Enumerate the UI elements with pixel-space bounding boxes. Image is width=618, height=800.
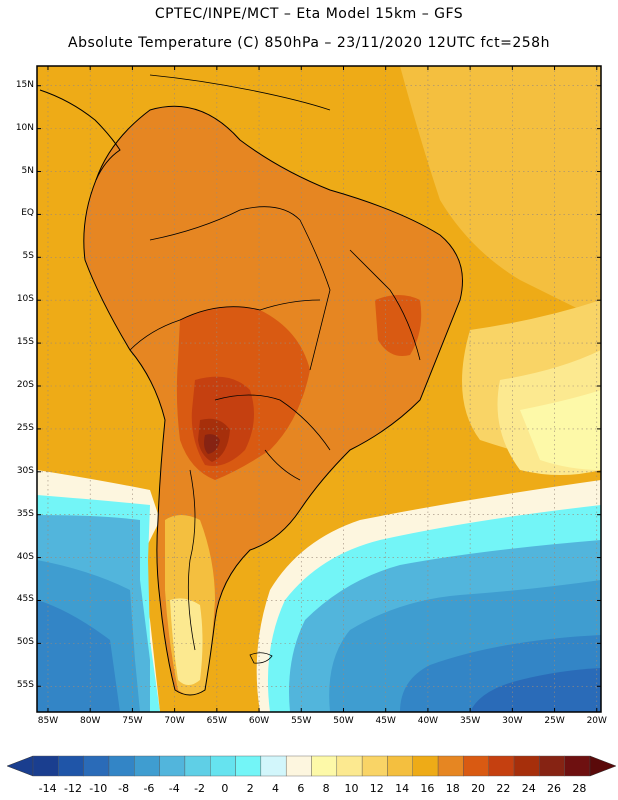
colorbar-swatch bbox=[235, 755, 262, 777]
colorbar-label: 8 bbox=[322, 782, 330, 795]
lat-label: 45S bbox=[16, 594, 34, 605]
lon-label: 75W bbox=[122, 716, 143, 726]
patagonia-pale bbox=[170, 598, 203, 685]
lat-label: 35S bbox=[16, 508, 34, 519]
colorbar-label: -14 bbox=[38, 782, 57, 795]
atlantic-cream-band bbox=[520, 390, 601, 470]
colorbar-swatch bbox=[361, 755, 388, 777]
lat-label: 10N bbox=[15, 122, 34, 133]
lon-label: 70W bbox=[164, 716, 185, 726]
colorbar-label: -4 bbox=[168, 782, 180, 795]
colorbar-swatch bbox=[564, 755, 591, 777]
lat-label: 5N bbox=[21, 165, 34, 176]
colorbar-swatch bbox=[184, 755, 211, 777]
chart-title-line2: Absolute Temperature (C) 850hPa – 23/11/… bbox=[68, 35, 550, 51]
colorbar-label: 20 bbox=[471, 782, 486, 795]
colorbar-swatch bbox=[311, 755, 338, 777]
colorbar-swatch bbox=[159, 755, 186, 777]
colorbar-label: -12 bbox=[63, 782, 82, 795]
colorbar-label: 4 bbox=[272, 782, 280, 795]
colorbar-label: 0 bbox=[221, 782, 229, 795]
colorbar-low-extension bbox=[6, 755, 34, 777]
colorbar-label: 26 bbox=[547, 782, 562, 795]
lat-label: 20S bbox=[16, 379, 34, 390]
colorbar-label: 6 bbox=[297, 782, 305, 795]
lon-label: 35W bbox=[459, 716, 481, 726]
lat-label: EQ bbox=[21, 208, 34, 219]
falkland-islands bbox=[249, 652, 273, 664]
lat-label: 40S bbox=[16, 551, 34, 562]
lon-label: 30W bbox=[502, 716, 523, 726]
lat-label: 50S bbox=[16, 637, 34, 648]
central-america-coastline bbox=[39, 89, 121, 181]
colorbar-swatch bbox=[463, 755, 489, 777]
colorbar-swatch bbox=[32, 755, 59, 777]
colorbar-swatch bbox=[58, 755, 84, 777]
colorbar-swatch bbox=[513, 755, 540, 777]
colorbar-label: 2 bbox=[246, 782, 254, 795]
colorbar-swatch bbox=[210, 755, 236, 777]
colorbar-label: -10 bbox=[89, 782, 108, 795]
lon-label: 55W bbox=[291, 716, 312, 726]
colorbar-label: -8 bbox=[118, 782, 130, 795]
lon-label: 65W bbox=[206, 716, 227, 726]
northeast-hot-patch bbox=[375, 295, 422, 356]
lon-label: 45W bbox=[375, 716, 396, 726]
lat-label: 5S bbox=[22, 251, 34, 262]
colorbar-swatch bbox=[539, 755, 565, 777]
map-frame bbox=[36, 65, 602, 713]
lat-label: 15S bbox=[16, 337, 34, 348]
lat-label: 10S bbox=[16, 294, 34, 305]
colorbar-swatch bbox=[387, 755, 413, 777]
colorbar-swatch bbox=[108, 755, 135, 777]
colorbar-swatch bbox=[134, 755, 160, 777]
atlantic-warm-band bbox=[400, 66, 601, 320]
country-borders bbox=[129, 206, 421, 651]
field-layer bbox=[37, 66, 601, 712]
colorbar-swatch bbox=[336, 755, 363, 777]
colorbar-swatch bbox=[488, 755, 515, 777]
lon-label: 20W bbox=[586, 716, 607, 726]
colorbar-high-extension bbox=[589, 755, 617, 777]
lat-label: 15N bbox=[15, 79, 34, 90]
colorbar-swatch bbox=[412, 755, 439, 777]
colorbar-label: 18 bbox=[445, 782, 460, 795]
lat-label: 25S bbox=[16, 422, 34, 433]
caribbean-islands bbox=[149, 74, 331, 111]
colorbar-label: 24 bbox=[521, 782, 536, 795]
lon-label: 80W bbox=[80, 716, 101, 726]
colorbar-label: 22 bbox=[496, 782, 511, 795]
lon-label: 50W bbox=[333, 716, 354, 726]
lon-label: 40W bbox=[417, 716, 439, 726]
chart-title-line1: CPTEC/INPE/MCT – Eta Model 15km – GFS bbox=[154, 6, 464, 22]
colorbar-swatch bbox=[83, 755, 110, 777]
continent-coastline bbox=[83, 105, 463, 696]
colorbar-label: 14 bbox=[395, 782, 410, 795]
colorbar-swatch bbox=[260, 755, 287, 777]
inland-peak-core bbox=[204, 434, 220, 454]
colorbar-label: -6 bbox=[143, 782, 155, 795]
lat-label: 30S bbox=[16, 465, 34, 476]
lon-label: 85W bbox=[37, 716, 59, 726]
colorbar-swatch bbox=[437, 755, 464, 777]
lat-label: 55S bbox=[16, 680, 34, 691]
colorbar-label: 16 bbox=[420, 782, 435, 795]
atlantic-south-darkest bbox=[470, 668, 601, 712]
lon-label: 25W bbox=[544, 716, 565, 726]
lon-label: 60W bbox=[248, 716, 270, 726]
colorbar-label: -2 bbox=[194, 782, 206, 795]
pacific-deep-band bbox=[37, 600, 120, 712]
colorbar-label: 12 bbox=[369, 782, 384, 795]
colorbar-label: 10 bbox=[344, 782, 359, 795]
colorbar-swatch bbox=[285, 755, 312, 777]
axis-ticks bbox=[37, 66, 601, 712]
colorbar-label: 28 bbox=[572, 782, 587, 795]
